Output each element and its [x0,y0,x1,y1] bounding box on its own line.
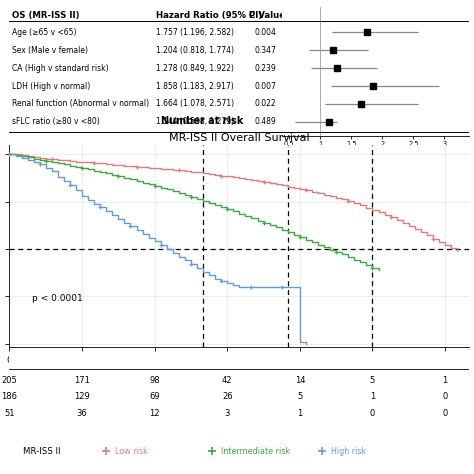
Text: 0.347: 0.347 [255,46,276,55]
Text: 1.858 (1.183, 2.917): 1.858 (1.183, 2.917) [156,82,234,91]
Text: 42: 42 [222,376,233,385]
Text: 1.204 (0.818, 1.774): 1.204 (0.818, 1.774) [156,46,235,55]
Text: OS (MR-ISS II): OS (MR-ISS II) [12,11,80,20]
Text: 0.489: 0.489 [255,118,276,127]
Text: 1.278 (0.849, 1.922): 1.278 (0.849, 1.922) [156,64,234,73]
Text: High risk: High risk [331,447,366,456]
Text: 0.022: 0.022 [255,100,276,109]
Text: Low risk: Low risk [115,447,148,456]
Text: 26: 26 [222,392,233,401]
Text: 98: 98 [149,376,160,385]
Text: 0: 0 [442,409,447,418]
Text: sFLC ratio (≥80 v <80): sFLC ratio (≥80 v <80) [12,118,100,127]
Text: 36: 36 [77,409,87,418]
Title: MR-ISS II Overall Survival: MR-ISS II Overall Survival [169,133,310,143]
Text: 14: 14 [295,376,305,385]
Text: Hazard Ratio (95% CI): Hazard Ratio (95% CI) [156,11,263,20]
Text: P Value: P Value [249,11,285,20]
Text: 5: 5 [370,376,375,385]
Text: 3: 3 [225,409,230,418]
Text: Number at risk: Number at risk [162,117,244,127]
Text: Age (≥65 v <65): Age (≥65 v <65) [12,27,77,36]
Text: Sex (Male v female): Sex (Male v female) [12,46,88,55]
Text: CA (High v standard risk): CA (High v standard risk) [12,64,109,73]
Text: p < 0.0001: p < 0.0001 [32,294,83,303]
Text: 1.664 (1.078, 2.571): 1.664 (1.078, 2.571) [156,100,235,109]
Text: Intermediate risk: Intermediate risk [221,447,290,456]
X-axis label: Time (months): Time (months) [204,368,275,378]
Text: LDH (High v normal): LDH (High v normal) [12,82,91,91]
Text: 1.144 (0.598, 1.279): 1.144 (0.598, 1.279) [156,118,235,127]
Text: 1: 1 [370,392,375,401]
Text: 0: 0 [370,409,375,418]
Text: 69: 69 [149,392,160,401]
Text: 1: 1 [442,376,447,385]
Text: 129: 129 [74,392,90,401]
Text: 186: 186 [1,392,18,401]
Text: 0: 0 [442,392,447,401]
Text: 0.004: 0.004 [255,27,276,36]
Text: 0.007: 0.007 [255,82,276,91]
Text: 12: 12 [149,409,160,418]
Text: 171: 171 [74,376,90,385]
Text: 1: 1 [297,409,302,418]
Text: 51: 51 [4,409,15,418]
Text: MR-ISS II: MR-ISS II [23,447,61,456]
Text: 205: 205 [1,376,18,385]
Text: 1.757 (1.196, 2.582): 1.757 (1.196, 2.582) [156,27,235,36]
Text: 0.239: 0.239 [255,64,276,73]
Text: 5: 5 [297,392,302,401]
Text: Renal function (Abnormal v normal): Renal function (Abnormal v normal) [12,100,149,109]
